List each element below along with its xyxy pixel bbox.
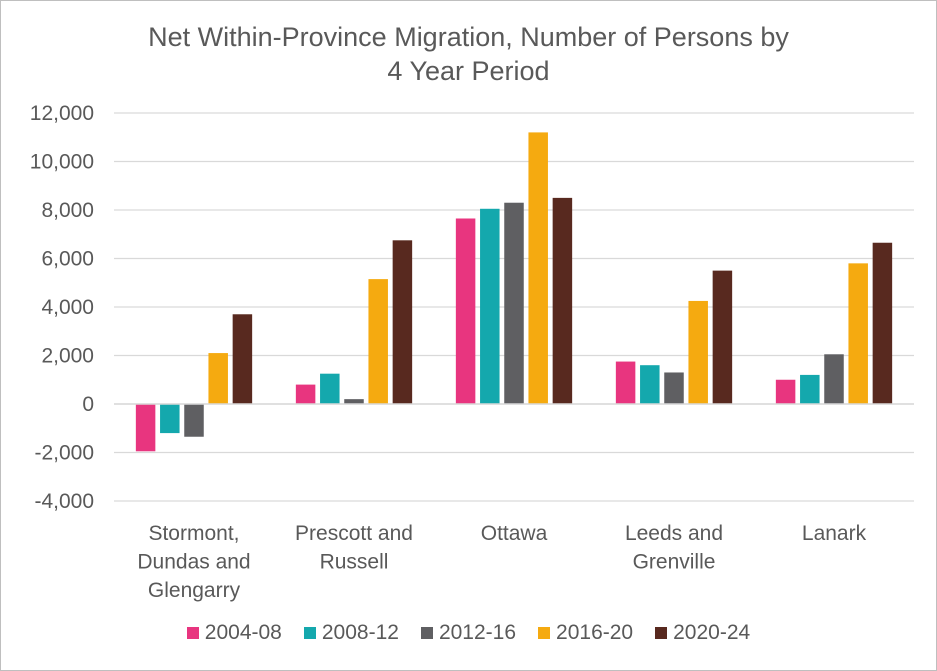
bar-2004-08 — [455, 218, 476, 404]
y-tick-label: 6,000 — [41, 248, 94, 271]
bar-2012-16 — [504, 202, 524, 404]
bar-2004-08 — [615, 361, 636, 404]
bar-2020-24 — [712, 270, 733, 404]
x-axis-category-labels: Stormont, Dundas and Glengarry Prescott and… — [137, 522, 866, 602]
legend-label: 2004-08 — [204, 621, 282, 644]
bar-2008-12 — [320, 373, 340, 404]
legend-label: 2012-16 — [438, 621, 517, 644]
bar-2020-24 — [232, 314, 253, 404]
y-tick-label: 0 — [82, 393, 94, 416]
bars — [135, 132, 893, 452]
category-label: Leeds and Grenville — [625, 522, 723, 574]
legend-swatch — [420, 627, 433, 639]
bar-2004-08 — [775, 379, 796, 404]
bar-2016-20 — [688, 300, 708, 404]
bar-2020-24 — [872, 242, 893, 404]
bar-2012-16 — [344, 399, 364, 404]
bar-2016-20 — [528, 132, 548, 404]
legend-swatch — [186, 627, 199, 639]
bar-2008-12 — [640, 365, 660, 404]
bar-2016-20 — [848, 263, 868, 404]
bar-2004-08 — [295, 384, 316, 404]
legend-swatch — [538, 627, 551, 639]
legend-item: 2012-16 — [420, 621, 517, 645]
y-tick-label: 10,000 — [30, 151, 94, 174]
bar-2008-12 — [800, 374, 820, 404]
y-tick-label: 4,000 — [41, 296, 94, 319]
legend-swatch — [655, 627, 668, 639]
bar-2008-12 — [480, 208, 500, 404]
bar-2016-20 — [368, 279, 388, 404]
chart-title: Net Within-Province Migration, Number of… — [0, 20, 937, 88]
legend-item: 2016-20 — [538, 621, 633, 645]
bar-2012-16 — [184, 404, 204, 437]
legend-item: 2020-24 — [655, 621, 750, 645]
chart-title-line2: 4 Year Period — [387, 56, 550, 86]
category-label: Stormont, Dundas and Glengarry — [137, 522, 250, 602]
bar-2020-24 — [552, 197, 573, 404]
y-tick-label: -4,000 — [34, 490, 94, 513]
legend-item: 2004-08 — [186, 621, 282, 645]
y-axis-tick-labels: -4,000 -2,000 0 2,000 4,000 6,000 8,000 10,000 1… — [30, 102, 94, 513]
category-label: Lanark — [802, 522, 867, 545]
category-label: Prescott and Russell — [295, 522, 413, 574]
legend-label: 2008-12 — [321, 621, 399, 644]
legend-item: 2008-12 — [303, 621, 399, 645]
y-tick-label: 12,000 — [30, 102, 94, 125]
bar-2016-20 — [208, 353, 228, 404]
bar-2008-12 — [160, 404, 180, 434]
bar-2012-16 — [824, 354, 844, 404]
y-tick-label: 8,000 — [41, 199, 94, 222]
y-tick-label: -2,000 — [34, 442, 94, 465]
legend-swatch — [303, 627, 316, 639]
bar-2012-16 — [664, 372, 684, 404]
legend-label: 2020-24 — [673, 621, 751, 644]
bar-2004-08 — [135, 404, 156, 452]
chart-title-line1: Net Within-Province Migration, Number of… — [148, 22, 789, 52]
y-tick-label: 2,000 — [41, 345, 94, 368]
legend: 2004-08 2008-12 2012-16 2016-20 2020-24 — [0, 621, 937, 645]
legend-label: 2016-20 — [556, 621, 634, 644]
category-label: Ottawa — [481, 522, 548, 545]
bar-2020-24 — [392, 240, 413, 404]
